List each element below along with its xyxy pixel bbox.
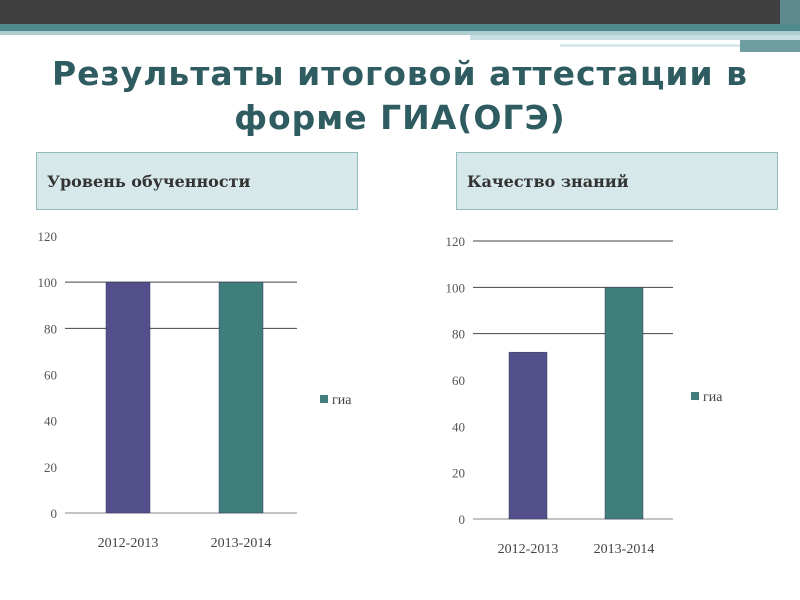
y-tick-label: 80 xyxy=(452,327,465,342)
panel-right-heading: Качество знаний xyxy=(456,152,778,210)
decor-stripe xyxy=(740,40,800,52)
bar xyxy=(508,351,548,520)
bar xyxy=(218,281,264,514)
header-bar xyxy=(0,0,780,24)
header-bar-edge xyxy=(780,0,800,24)
y-tick-label: 80 xyxy=(44,321,57,336)
legend-label: гиа xyxy=(332,393,352,408)
panel-left-heading: Уровень обученности xyxy=(36,152,358,210)
y-tick-label: 40 xyxy=(44,414,57,429)
panel-left-label: Уровень обученности xyxy=(47,171,251,191)
y-tick-label: 100 xyxy=(38,275,58,290)
x-tick-label: 2012-2013 xyxy=(98,536,159,551)
page-title: Результаты итоговой аттестации в форме Г… xyxy=(51,54,749,137)
y-tick-label: 40 xyxy=(452,419,465,434)
panel-right-label: Качество знаний xyxy=(467,171,629,191)
legend-swatch xyxy=(691,392,699,400)
legend-label: гиа xyxy=(703,390,723,405)
y-tick-label: 60 xyxy=(452,373,465,388)
decor-stripe xyxy=(560,44,800,47)
bar xyxy=(105,281,151,514)
y-tick-label: 60 xyxy=(44,368,57,383)
x-tick-label: 2012-2013 xyxy=(498,542,559,557)
y-tick-label: 120 xyxy=(38,229,58,244)
x-tick-label: 2013-2014 xyxy=(594,542,655,557)
decor-stripe xyxy=(470,35,800,40)
y-tick-label: 0 xyxy=(459,512,466,527)
decor-stripe xyxy=(0,24,800,31)
y-tick-label: 20 xyxy=(452,466,465,481)
y-tick-label: 20 xyxy=(44,460,57,475)
bar xyxy=(604,287,644,520)
x-tick-label: 2013-2014 xyxy=(211,536,272,551)
y-tick-label: 120 xyxy=(446,234,466,249)
decor-stripe xyxy=(0,31,800,35)
y-tick-label: 0 xyxy=(51,506,58,521)
y-tick-label: 100 xyxy=(446,280,466,295)
legend-swatch xyxy=(320,395,328,403)
